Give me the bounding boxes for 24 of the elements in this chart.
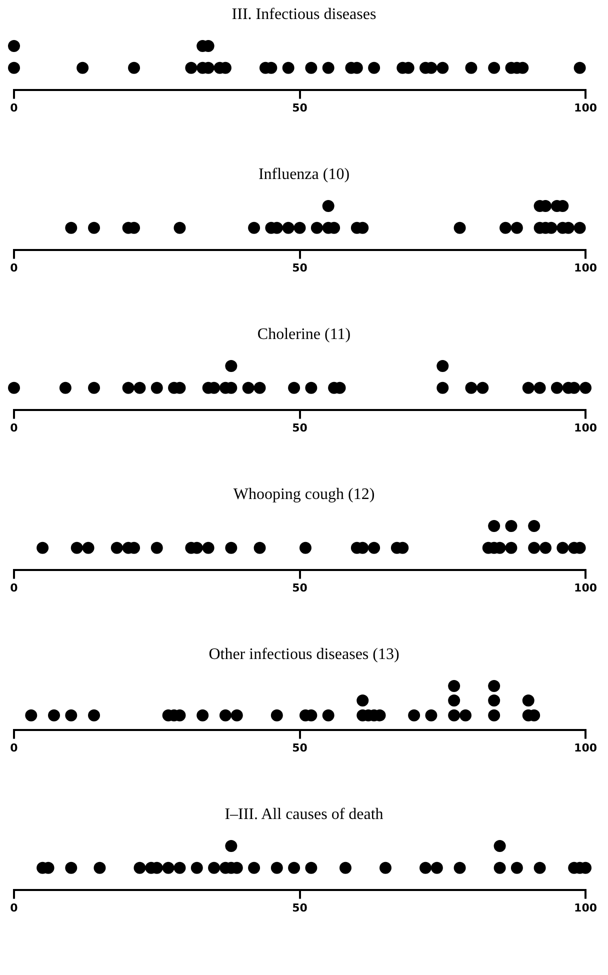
x-tick-label: 100 [574,421,598,434]
chart-title: I–III. All causes of death [224,805,384,825]
x-tick-label: 50 [292,421,308,434]
chart-title: Other infectious diseases (13) [208,645,400,665]
x-tick-label: 0 [10,901,18,914]
chart-title: Whooping cough (12) [232,485,376,505]
chart-title: Influenza (10) [257,165,351,185]
x-tick-label: 50 [292,101,308,114]
x-tick-label: 100 [574,901,598,914]
x-tick-label: 100 [574,261,598,274]
x-tick-label: 100 [574,101,598,114]
x-tick-label: 0 [10,421,18,434]
x-tick-label: 0 [10,741,18,754]
x-tick-label: 50 [292,261,308,274]
x-tick-label: 0 [10,101,18,114]
x-tick-label: 50 [292,581,308,594]
x-tick-label: 50 [292,901,308,914]
x-tick-label: 0 [10,261,18,274]
chart-title: Cholerine (11) [256,325,352,345]
x-tick-label: 50 [292,741,308,754]
chart-title: III. Infectious diseases [230,5,378,25]
x-tick-label: 0 [10,581,18,594]
x-tick-label: 100 [574,581,598,594]
x-tick-label: 100 [574,741,598,754]
